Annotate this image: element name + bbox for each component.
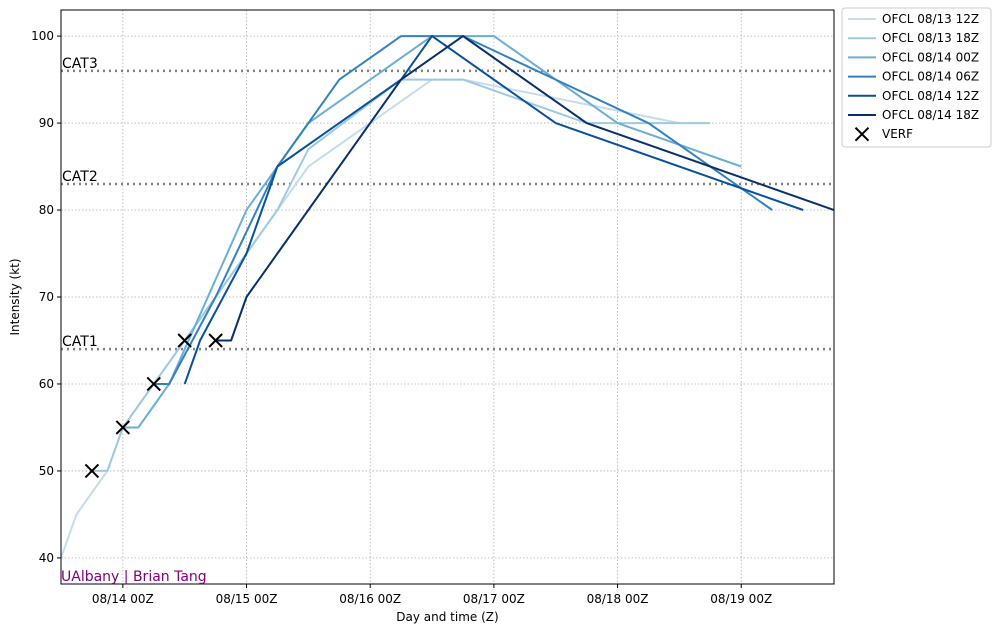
verf-marker bbox=[208, 333, 223, 348]
y-tick-label: 90 bbox=[39, 116, 54, 130]
legend-label-verf: VERF bbox=[882, 127, 913, 141]
legend-label: OFCL 08/14 18Z bbox=[882, 108, 979, 122]
verf-marker bbox=[146, 376, 161, 392]
series-line-4 bbox=[183, 35, 804, 385]
series-line-2 bbox=[122, 35, 742, 429]
series-line-5 bbox=[215, 35, 834, 342]
y-axis-title: Intensity (kt) bbox=[8, 258, 22, 335]
x-tick-label: 08/15 00Z bbox=[216, 592, 278, 606]
y-tick-label: 50 bbox=[39, 464, 54, 478]
legend-label: OFCL 08/14 06Z bbox=[882, 70, 979, 84]
grid-layer bbox=[61, 10, 834, 584]
tick-layer: 08/14 00Z 08/15 00Z 08/16 00Z 08/17 00Z 08/1… bbox=[31, 29, 772, 606]
verf-layer bbox=[84, 333, 223, 479]
x-tick-label: 08/14 00Z bbox=[92, 592, 154, 606]
y-tick-label: 40 bbox=[39, 551, 54, 565]
legend-label: OFCL 08/13 12Z bbox=[882, 12, 979, 26]
y-tick-label: 60 bbox=[39, 377, 54, 391]
x-tick-label: 08/18 00Z bbox=[587, 592, 649, 606]
legend-label: OFCL 08/14 12Z bbox=[882, 89, 979, 103]
credit-annotation: UAlbany | Brian Tang bbox=[61, 569, 207, 585]
x-tick-label: 08/16 00Z bbox=[339, 592, 401, 606]
x-tick-label: 08/17 00Z bbox=[463, 592, 525, 606]
legend: OFCL 08/13 12Z OFCL 08/13 18Z OFCL 08/14 0… bbox=[841, 7, 992, 148]
x-tick-label: 08/19 00Z bbox=[710, 592, 772, 606]
legend-label: OFCL 08/14 00Z bbox=[882, 50, 979, 64]
verf-marker bbox=[177, 333, 192, 348]
series-line-3 bbox=[153, 35, 773, 385]
threshold-label-cat2: CAT2 bbox=[62, 169, 98, 185]
threshold-label-cat3: CAT3 bbox=[62, 56, 98, 72]
verf-marker bbox=[115, 420, 131, 435]
legend-verf-marker bbox=[854, 126, 870, 142]
series-layer bbox=[61, 35, 834, 559]
y-tick-label: 70 bbox=[39, 290, 54, 304]
x-axis-title: Day and time (Z) bbox=[396, 610, 498, 624]
y-tick-label: 80 bbox=[39, 203, 54, 217]
legend-box bbox=[841, 7, 992, 148]
legend-label: OFCL 08/13 18Z bbox=[882, 31, 979, 45]
verf-marker bbox=[84, 463, 100, 479]
threshold-label-cat1: CAT1 bbox=[62, 334, 98, 350]
threshold-layer: CAT1 CAT2 CAT3 bbox=[61, 56, 834, 351]
y-tick-label: 100 bbox=[31, 29, 54, 43]
series-line-1 bbox=[91, 78, 711, 472]
